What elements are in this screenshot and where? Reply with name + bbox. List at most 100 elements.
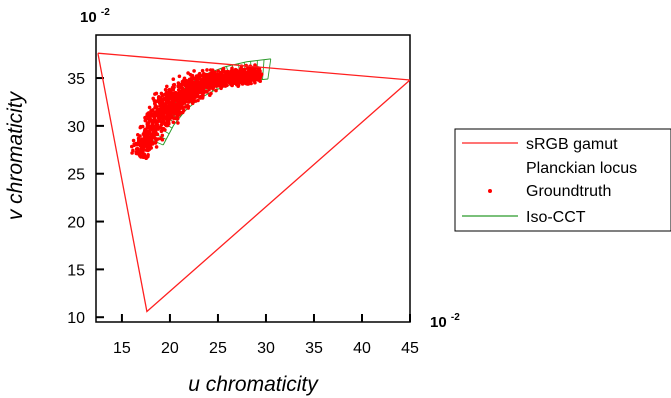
groundtruth-point [150, 108, 155, 112]
groundtruth-point [188, 85, 192, 90]
groundtruth-point [192, 69, 196, 73]
groundtruth-point [154, 145, 159, 149]
groundtruth-point [177, 113, 181, 117]
groundtruth-point [177, 90, 182, 95]
groundtruth-point [171, 116, 176, 120]
groundtruth-point [216, 69, 220, 73]
groundtruth-point [229, 80, 233, 84]
groundtruth-point [175, 102, 179, 107]
groundtruth-point [147, 147, 152, 152]
groundtruth-point [238, 77, 242, 81]
groundtruth-point [230, 72, 235, 77]
groundtruth-point [156, 112, 161, 116]
groundtruth-point [137, 142, 141, 147]
x-tick-label: 15 [113, 340, 131, 357]
groundtruth-point [153, 110, 157, 114]
groundtruth-point [153, 101, 157, 106]
groundtruth-point [151, 96, 155, 101]
x-multiplier: 10 -2 [430, 312, 460, 331]
y-tick-label: 15 [67, 262, 85, 279]
groundtruth-point [212, 72, 217, 77]
groundtruth-point [170, 109, 175, 114]
groundtruth-point [165, 101, 169, 105]
groundtruth-point [205, 68, 209, 72]
groundtruth-point [131, 138, 136, 143]
groundtruth-point [208, 68, 213, 72]
groundtruth-point [173, 112, 178, 116]
groundtruth-point [194, 87, 199, 92]
groundtruth-point [150, 133, 154, 137]
iso-cct-line [262, 59, 265, 80]
groundtruth-point [223, 73, 228, 77]
groundtruth-point [148, 119, 152, 123]
groundtruth-point [245, 79, 249, 83]
groundtruth-point [216, 82, 220, 86]
groundtruth-point [147, 105, 152, 110]
groundtruth-point [180, 92, 184, 97]
groundtruth-point [172, 82, 177, 87]
groundtruth-point [173, 98, 177, 102]
groundtruth-point [156, 137, 160, 141]
groundtruth-point [158, 125, 162, 130]
groundtruth-point [171, 86, 175, 90]
groundtruth-point [138, 138, 142, 142]
groundtruth-point [173, 95, 177, 99]
groundtruth-point [143, 118, 148, 123]
groundtruth-point [214, 88, 218, 93]
y-tick-label: 30 [67, 119, 85, 136]
groundtruth-point [257, 68, 261, 72]
groundtruth-point [147, 114, 152, 119]
groundtruth-point [176, 81, 181, 85]
groundtruth-point [204, 72, 208, 77]
groundtruth-point [154, 91, 159, 96]
groundtruth-point [151, 141, 155, 146]
srgb-gamut-line [97, 52, 410, 313]
groundtruth-point [186, 71, 190, 75]
groundtruth-point [198, 74, 202, 79]
groundtruth-point [219, 85, 223, 89]
groundtruth-point [208, 93, 212, 97]
groundtruth-point [191, 93, 195, 97]
y-tick-label: 25 [67, 167, 85, 184]
groundtruth-point [164, 110, 168, 115]
groundtruth-point [150, 122, 155, 126]
groundtruth-point [240, 82, 245, 86]
legend-box [454, 128, 671, 232]
iso-cct-line [267, 58, 272, 80]
groundtruth-point [161, 128, 166, 132]
x-tick-label: 30 [257, 340, 275, 357]
groundtruth-point [180, 83, 184, 87]
y-multiplier-base: 10 [80, 9, 97, 26]
groundtruth-point [230, 66, 234, 71]
legend-label-planckian: Planckian locus [526, 160, 637, 177]
groundtruth-point [235, 71, 240, 75]
groundtruth-point [190, 101, 195, 106]
groundtruth-point [163, 87, 168, 92]
groundtruth-point [253, 72, 257, 77]
groundtruth-series [130, 63, 264, 160]
groundtruth-point [224, 83, 228, 88]
y-axis: 10 15 20 25 30 35 [67, 71, 104, 327]
groundtruth-point [219, 81, 223, 85]
groundtruth-point [189, 77, 193, 82]
groundtruth-point [224, 70, 229, 74]
legend-label-srgb: sRGB gamut [526, 136, 618, 153]
groundtruth-point [176, 121, 180, 125]
y-tick-label: 10 [67, 310, 85, 327]
groundtruth-point [176, 109, 181, 113]
groundtruth-point [251, 67, 256, 71]
groundtruth-point [141, 147, 146, 152]
groundtruth-point [140, 140, 145, 145]
groundtruth-point [171, 77, 176, 81]
groundtruth-point [177, 74, 182, 79]
groundtruth-point [144, 148, 149, 152]
groundtruth-point [164, 122, 168, 127]
groundtruth-point [156, 116, 161, 120]
groundtruth-point [155, 120, 159, 124]
groundtruth-point [240, 69, 244, 73]
groundtruth-point [256, 71, 260, 75]
legend: sRGB gamut Planckian locus Groundtruth I… [454, 128, 671, 232]
groundtruth-point [213, 82, 217, 86]
groundtruth-point [166, 92, 170, 97]
